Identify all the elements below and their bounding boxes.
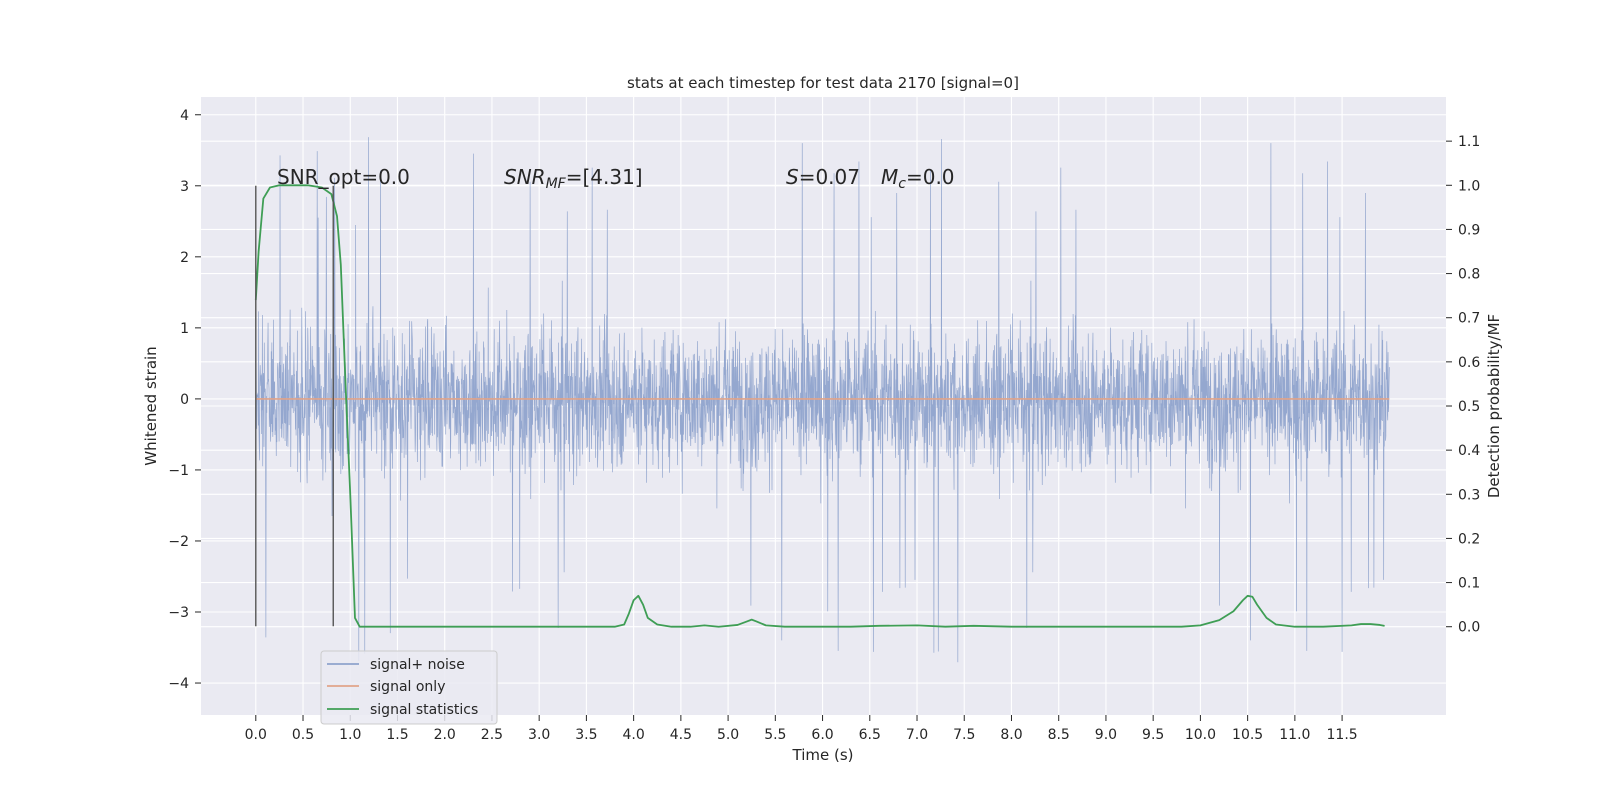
x-tick-label: 6.0 <box>811 727 833 743</box>
legend-label-signal-plus-noise: signal+ noise <box>370 657 465 673</box>
y-right-tick-label: 0.3 <box>1458 487 1480 503</box>
snr-mf-value: =[4.31] <box>566 165 643 189</box>
x-tick-labels: 0.0 0.5 1.0 1.5 2.0 2.5 3.0 3.5 4.0 4.5 5.0 5.5 6.0 6… <box>245 715 1358 743</box>
annotation-mc: Mc=0.0 <box>881 165 955 192</box>
x-tick-label: 4.5 <box>670 727 692 743</box>
y-left-tick-label: 0 <box>180 392 189 408</box>
y-right-tick-label: 0.2 <box>1458 531 1480 547</box>
x-tick-label: 8.0 <box>1000 727 1022 743</box>
annotation-s: S=0.07 <box>786 165 860 189</box>
y-right-tick-label: 0.4 <box>1458 443 1480 459</box>
y-left-tick-label: 2 <box>180 250 189 266</box>
series-signal-plus-noise <box>255 137 1390 663</box>
x-tick-label: 8.5 <box>1048 727 1070 743</box>
x-tick-label: 6.5 <box>859 727 881 743</box>
snr-mf-base: SNR <box>504 165 546 189</box>
y-right-tick-label: 1.1 <box>1458 134 1480 150</box>
x-tick-label: 10.5 <box>1232 727 1263 743</box>
y-left-axis-label: Whitened strain <box>142 346 160 465</box>
x-tick-label: 3.5 <box>575 727 597 743</box>
x-tick-label: 1.5 <box>386 727 408 743</box>
snr-mf-subscript: MF <box>546 176 567 192</box>
y-left-tick-label: −2 <box>168 534 189 550</box>
y-right-tick-labels: 0.0 0.1 0.2 0.3 0.4 0.5 0.6 0.7 0.8 0.9 1.0 1.1 <box>1446 134 1480 636</box>
y-left-tick-label: 3 <box>180 179 189 195</box>
legend-box <box>320 650 498 725</box>
y-right-tick-label: 0.5 <box>1458 399 1480 415</box>
x-tick-label: 2.0 <box>434 727 456 743</box>
mc-base: M <box>881 165 898 189</box>
x-tick-label: 7.5 <box>953 727 975 743</box>
x-tick-label: 2.5 <box>481 727 503 743</box>
x-tick-label: 11.5 <box>1327 727 1358 743</box>
y-right-tick-label: 0.0 <box>1458 620 1480 636</box>
grid-lines <box>201 97 1446 715</box>
x-tick-label: 9.0 <box>1095 727 1117 743</box>
y-left-tick-label: 1 <box>180 321 189 337</box>
y-right-tick-label: 0.8 <box>1458 267 1480 283</box>
y-right-tick-label: 0.7 <box>1458 311 1480 327</box>
mc-value: =0.0 <box>906 165 955 189</box>
x-tick-label: 7.0 <box>906 727 928 743</box>
event-markers <box>255 185 334 627</box>
chart-title: stats at each timestep for test data 217… <box>627 74 1019 92</box>
y-left-tick-label: −4 <box>168 676 189 692</box>
annotation-snr-opt: SNR_opt=0.0 <box>277 165 410 189</box>
x-tick-label: 1.0 <box>339 727 361 743</box>
signal-plus-noise-line <box>255 137 1390 663</box>
y-right-tick-label: 0.1 <box>1458 576 1480 592</box>
x-tick-label: 3.0 <box>528 727 550 743</box>
y-right-axis-label: Detection probability/MF <box>1485 314 1503 498</box>
series-signal-statistics <box>254 184 1385 628</box>
x-tick-label: 0.0 <box>245 727 267 743</box>
legend: signal+ noise signal only signal statist… <box>320 650 498 725</box>
x-axis-label: Time (s) <box>792 746 854 764</box>
x-tick-label: 5.0 <box>717 727 739 743</box>
y-left-tick-labels: 4 3 2 1 0 −1 −2 −3 −4 <box>168 108 201 692</box>
signal-statistics-line <box>254 184 1385 628</box>
x-tick-label: 10.0 <box>1185 727 1216 743</box>
mc-subscript: c <box>898 176 906 192</box>
s-label: S <box>786 165 799 189</box>
x-tick-label: 0.5 <box>292 727 314 743</box>
y-right-tick-label: 0.6 <box>1458 355 1480 371</box>
x-tick-label: 9.5 <box>1142 727 1164 743</box>
s-value: =0.07 <box>799 165 860 189</box>
legend-label-signal-only: signal only <box>370 679 445 695</box>
legend-label-signal-statistics: signal statistics <box>370 702 478 718</box>
x-tick-label: 5.5 <box>764 727 786 743</box>
annotation-snr-mf: SNRMF=[4.31] <box>504 165 643 192</box>
y-left-tick-label: −3 <box>168 605 189 621</box>
y-right-tick-label: 0.9 <box>1458 222 1480 238</box>
y-left-tick-label: 4 <box>180 108 189 124</box>
x-tick-label: 4.0 <box>622 727 644 743</box>
y-right-tick-label: 1.0 <box>1458 178 1480 194</box>
y-left-tick-label: −1 <box>168 463 189 479</box>
x-tick-label: 11.0 <box>1279 727 1310 743</box>
